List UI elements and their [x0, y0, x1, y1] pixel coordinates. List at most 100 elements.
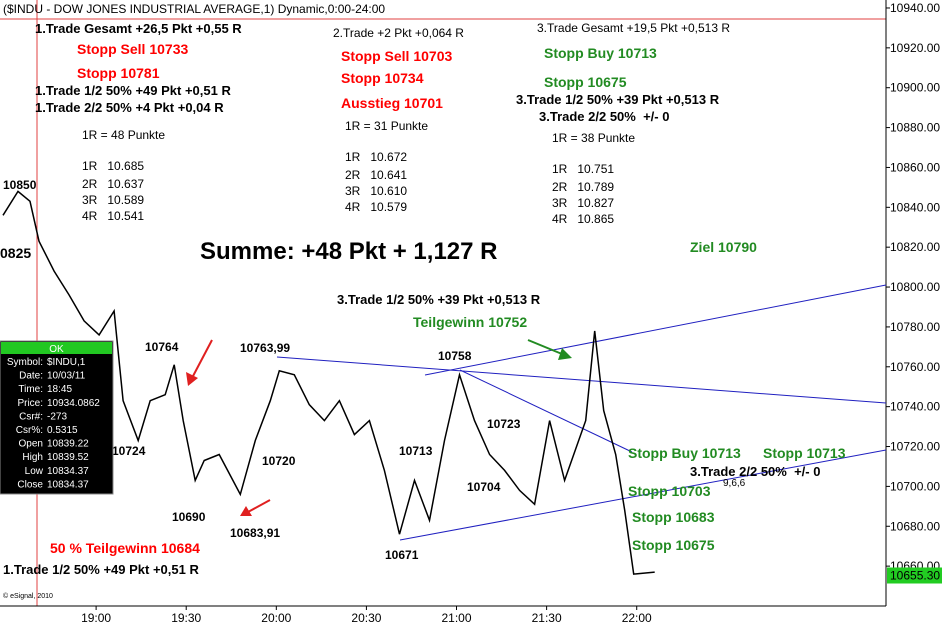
info-key: Csr#: — [19, 411, 43, 422]
annotation: Ziel 10790 — [690, 239, 757, 255]
trendline — [276, 356, 887, 404]
y-tick-label: 10900.00 — [890, 81, 940, 95]
annotation: Stopp Buy 10713 — [628, 445, 741, 461]
y-tick-label: 10700.00 — [890, 479, 940, 493]
annotation: 3R 10.589 — [82, 193, 144, 207]
annotation: Stopp 10781 — [77, 65, 160, 81]
annotation: 10683,91 — [230, 526, 280, 540]
annotation: 2R 10.637 — [82, 177, 144, 191]
y-tick-label: 10940.00 — [890, 1, 940, 15]
annotation: 1R = 48 Punkte — [82, 128, 165, 142]
y-tick-label: 10740.00 — [890, 400, 940, 414]
annotation: Ausstieg 10701 — [341, 95, 443, 111]
info-key: Time: — [18, 384, 43, 395]
x-tick-label: 20:00 — [261, 611, 291, 625]
info-value: $INDU,1 — [47, 357, 86, 368]
annotation: 1R 10.685 — [82, 159, 144, 173]
chart-title: ($INDU - DOW JONES INDUSTRIAL AVERAGE,1)… — [3, 2, 385, 16]
info-value: 10839.22 — [47, 439, 89, 450]
x-tick-label: 22:00 — [622, 611, 652, 625]
y-tick-label: 10800.00 — [890, 280, 940, 294]
annotation: © eSignal, 2010 — [3, 592, 53, 600]
info-header-text: OK — [49, 344, 64, 355]
trendline — [424, 284, 887, 376]
annotation: Stopp Sell 10703 — [341, 48, 452, 64]
last-price-box — [887, 567, 942, 584]
info-key: Date: — [19, 371, 43, 382]
x-tick-label: 19:30 — [171, 611, 201, 625]
annotation: 4R 10.579 — [345, 200, 407, 214]
annotation: 10723 — [487, 417, 521, 431]
annotation: 1R 10.672 — [345, 150, 407, 164]
annotation: Stopp 10675 — [632, 537, 715, 553]
annotation: Stopp 10703 — [628, 483, 711, 499]
arrow — [191, 339, 213, 379]
info-value: 18:45 — [47, 384, 72, 395]
annotation: 2R 10.641 — [345, 168, 407, 182]
annotation: 3R 10.610 — [345, 184, 407, 198]
annotation: 9,6,6 — [723, 478, 746, 489]
annotation: 10713 — [399, 444, 433, 458]
info-box — [0, 340, 114, 495]
annotation: 10850 — [3, 178, 37, 192]
annotation: Stopp Sell 10733 — [77, 41, 188, 57]
last-price-label: 10655.30 — [890, 569, 940, 583]
x-tick-label: 19:00 — [81, 611, 111, 625]
annotation: 10724 — [112, 444, 146, 458]
x-tick-label: 21:30 — [532, 611, 562, 625]
info-value: 10934.0862 — [47, 398, 100, 409]
annotation: 3.Trade 2/2 50% +/- 0 — [690, 464, 820, 479]
info-key: Csr%: — [16, 425, 43, 436]
annotation: Stopp 10713 — [763, 445, 846, 461]
y-tick-label: 10720.00 — [890, 440, 940, 454]
info-value: 10839.52 — [47, 452, 89, 463]
info-header — [1, 342, 112, 354]
annotation: 1R = 38 Punkte — [552, 131, 635, 145]
arrow-head — [186, 372, 198, 386]
annotation: 10671 — [385, 548, 419, 562]
annotation: 3.Trade Gesamt +19,5 Pkt +0,513 R — [537, 21, 730, 35]
y-tick-label: 10780.00 — [890, 320, 940, 334]
annotation: Teilgewinn 10752 — [413, 314, 527, 330]
annotation: 10720 — [262, 454, 296, 468]
annotation: 50 % Teilgewinn 10684 — [50, 540, 200, 556]
y-tick-label: 10680.00 — [890, 519, 940, 533]
annotation: 1R 10.751 — [552, 162, 614, 176]
info-value: 10834.37 — [47, 479, 89, 490]
info-value: -273 — [47, 411, 67, 422]
trendlines — [276, 284, 887, 541]
info-value: 0.5315 — [47, 425, 78, 436]
arrow — [527, 339, 563, 355]
x-tick-label: 20:30 — [351, 611, 381, 625]
y-tick-label: 10840.00 — [890, 200, 940, 214]
y-tick-label: 10820.00 — [890, 240, 940, 254]
info-value: 10834.37 — [47, 466, 89, 477]
annotation: 1.Trade 2/2 50% +4 Pkt +0,04 R — [35, 100, 224, 115]
annotation: 3R 10.827 — [552, 196, 614, 210]
annotation: Stopp 10675 — [544, 74, 627, 90]
annotation: 10758 — [438, 349, 472, 363]
annotation: 2R 10.789 — [552, 180, 614, 194]
info-key: High — [22, 452, 43, 463]
info-key: Low — [25, 466, 44, 477]
trendline — [399, 449, 887, 541]
y-tick-label: 10920.00 — [890, 41, 940, 55]
arrows — [186, 339, 572, 516]
trendline — [459, 369, 633, 453]
annotation: 10690 — [172, 510, 206, 524]
y-tick-label: 10760.00 — [890, 360, 940, 374]
arrow — [247, 499, 271, 513]
annotation: Stopp Buy 10713 — [544, 45, 657, 61]
annotation: Stopp 10734 — [341, 70, 424, 86]
arrow-head — [558, 348, 572, 360]
annotation: Stopp 10683 — [632, 509, 715, 525]
x-tick-label: 21:00 — [441, 611, 471, 625]
annotation: 1R = 31 Punkte — [345, 119, 428, 133]
info-value: 10/03/11 — [47, 371, 86, 382]
info-key: Open — [19, 439, 43, 450]
annotation: 10763,99 — [240, 341, 290, 355]
y-tick-label: 10880.00 — [890, 121, 940, 135]
annotation: 10704 — [467, 480, 501, 494]
